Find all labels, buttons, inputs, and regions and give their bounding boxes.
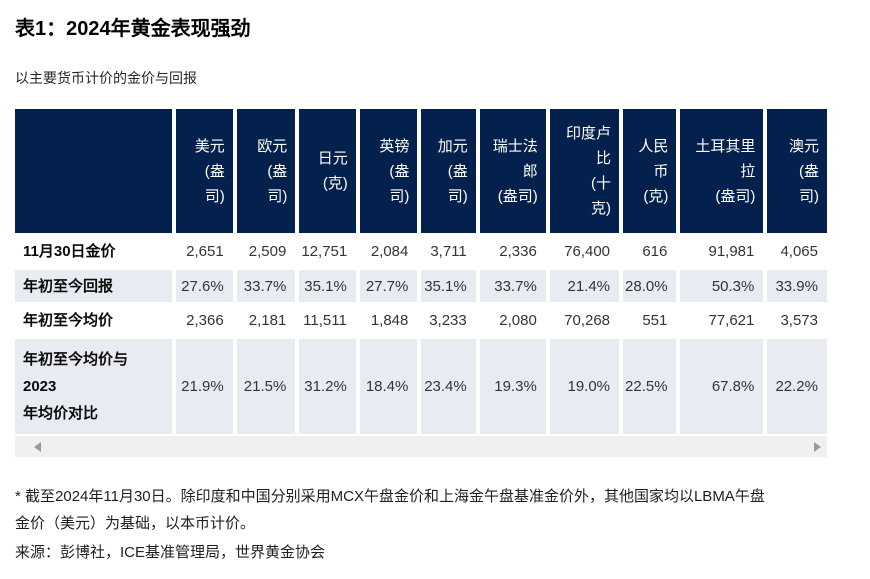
row-label: 年初至今均价: [23, 312, 114, 329]
table-cell: 2,084: [355, 234, 420, 269]
table-cell: 35.1%: [417, 269, 478, 303]
table-row-price-nov30: 11月30日金价 2,651 2,509 12,751 2,084 3,711 …: [15, 234, 827, 269]
table-cell: 2,366: [172, 303, 235, 338]
table-cell: 33.9%: [763, 269, 827, 303]
table-cell: 2,509: [232, 234, 298, 269]
scroll-right-button[interactable]: [811, 436, 823, 457]
column-header-inr: 印度卢 比 (十 克): [545, 109, 622, 234]
table-cell: 23.4%: [417, 338, 478, 434]
scroll-right-icon: [813, 441, 821, 452]
table-row-ytd-return: 年初至今回报 27.6% 33.7% 35.1% 27.7% 35.1% 33.…: [15, 269, 827, 303]
table-cell: 4,065: [763, 234, 827, 269]
column-header-aud: 澳元 (盎 司): [763, 109, 827, 234]
column-header-eur: 欧元 (盎 司): [232, 109, 298, 234]
table-cell: 70,268: [545, 303, 622, 338]
table-cell: 3,573: [763, 303, 827, 338]
table-cell: 551: [619, 303, 679, 338]
column-header-gbp: 英镑 (盎 司): [355, 109, 420, 234]
table-cell: 3,233: [417, 303, 478, 338]
column-header-try: 土耳其里 拉 (盎司): [676, 109, 766, 234]
table-cell: 27.7%: [355, 269, 420, 303]
corner-header-cell: [15, 109, 175, 234]
table-cell: 616: [619, 234, 679, 269]
header-row: 美元 (盎 司) 欧元 (盎 司) 日元 (克) 英镑 (盎 司) 加元 (盎 …: [15, 109, 827, 234]
table-cell: 22.5%: [619, 338, 679, 434]
table-cell: 35.1%: [295, 269, 358, 303]
table-cell: 21.4%: [545, 269, 622, 303]
row-label: 11月30日金价: [23, 243, 116, 260]
column-header-usd: 美元 (盎 司): [172, 109, 235, 234]
table-cell: 18.4%: [355, 338, 420, 434]
table-cell: 31.2%: [295, 338, 358, 434]
column-header-jpy: 日元 (克): [295, 109, 358, 234]
page-subtitle: 以主要货币计价的金价与回报: [15, 70, 197, 86]
table-cell: 2,080: [475, 303, 548, 338]
table-cell: 76,400: [545, 234, 622, 269]
row-label: 年初至今回报: [23, 277, 114, 295]
table-cell: 21.9%: [172, 338, 235, 434]
table-cell: 28.0%: [619, 269, 679, 303]
table-cell: 12,751: [295, 234, 358, 269]
table-cell: 11,511: [295, 303, 358, 338]
page: 表1：2024年黄金表现强劲 以主要货币计价的金价与回报 美元 (盎 司) 欧元…: [15, 18, 827, 561]
scroll-left-icon: [33, 441, 41, 452]
page-title: 表1：2024年黄金表现强劲: [15, 18, 251, 40]
table-cell: 77,621: [676, 303, 766, 338]
table-cell: 33.7%: [475, 269, 548, 303]
gold-price-table: 美元 (盎 司) 欧元 (盎 司) 日元 (克) 英镑 (盎 司) 加元 (盎 …: [15, 109, 827, 434]
column-header-cny: 人民 币 (克): [619, 109, 679, 234]
table-cell: 27.6%: [172, 269, 235, 303]
table-cell: 19.0%: [545, 338, 622, 434]
table-cell: 2,181: [232, 303, 298, 338]
table-cell: 91,981: [676, 234, 766, 269]
table-cell: 50.3%: [676, 269, 766, 303]
row-label: 年初至今均价与 2023 年均价对比: [23, 351, 129, 422]
footnote-text: * 截至2024年11月30日。除印度和中国分别采用MCX午盘金价和上海金午盘基…: [15, 488, 765, 532]
table-cell: 33.7%: [232, 269, 298, 303]
table-row-ytd-average: 年初至今均价 2,366 2,181 11,511 1,848 3,233 2,…: [15, 303, 827, 338]
column-header-cad: 加元 (盎 司): [417, 109, 478, 234]
source-text: 来源：彭博社，ICE基准管理局，世界黄金协会: [15, 544, 326, 561]
column-header-chf: 瑞士法 郎 (盎司): [475, 109, 548, 234]
table-cell: 2,651: [172, 234, 235, 269]
table-cell: 2,336: [475, 234, 548, 269]
table-cell: 1,848: [355, 303, 420, 338]
table-cell: 3,711: [417, 234, 478, 269]
table-cell: 21.5%: [232, 338, 298, 434]
table-cell: 67.8%: [676, 338, 766, 434]
scroll-left-button[interactable]: [31, 436, 43, 457]
horizontal-scrollbar[interactable]: [15, 436, 827, 457]
table-row-avg-vs-2023: 年初至今均价与 2023 年均价对比 21.9% 21.5% 31.2% 18.…: [15, 338, 827, 434]
table-cell: 19.3%: [475, 338, 548, 434]
table-cell: 22.2%: [763, 338, 827, 434]
